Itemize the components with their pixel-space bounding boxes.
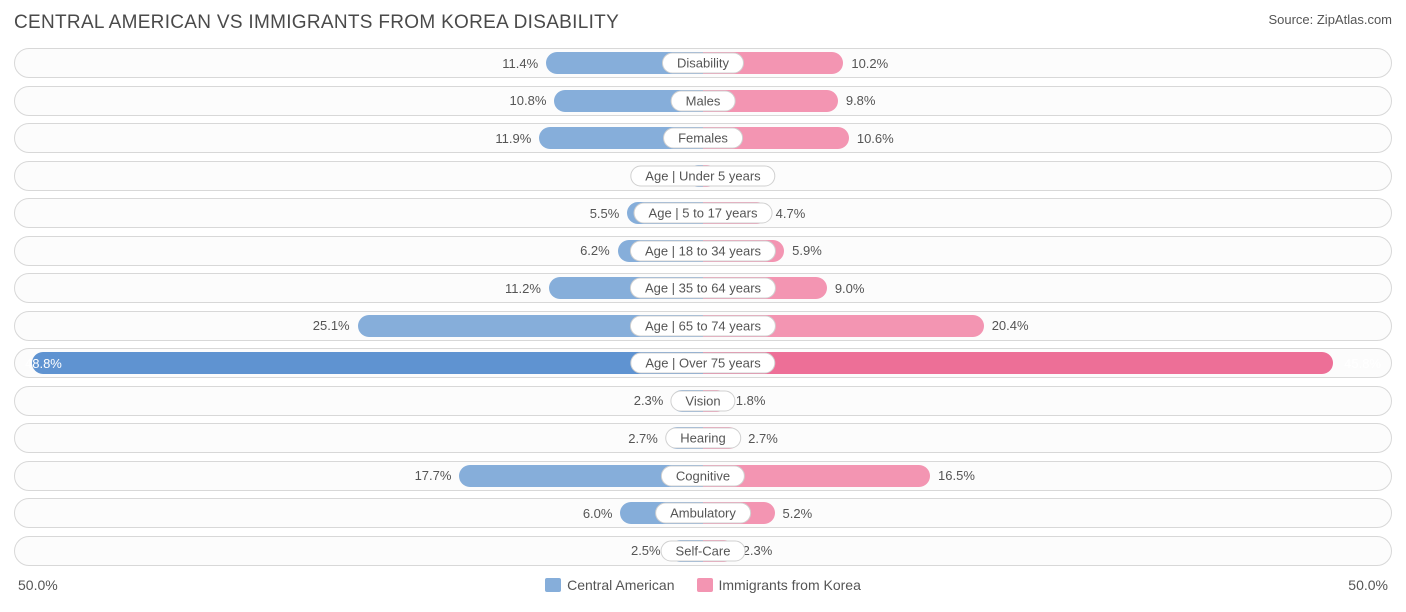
axis-left-max: 50.0% <box>18 577 58 593</box>
chart-row: 11.9% 10.6% Females <box>14 123 1392 153</box>
chart-row: 11.2% 9.0% Age | 35 to 64 years <box>14 273 1392 303</box>
chart-row: 10.8% 9.8% Males <box>14 86 1392 116</box>
value-right: 9.8% <box>846 93 876 108</box>
category-label: Age | Over 75 years <box>630 353 775 374</box>
legend-item-left: Central American <box>545 577 674 593</box>
category-label: Females <box>663 128 743 149</box>
category-label: Cognitive <box>661 465 745 486</box>
value-right: 20.4% <box>992 318 1029 333</box>
category-label: Ambulatory <box>655 503 751 524</box>
legend-label-right: Immigrants from Korea <box>719 577 861 593</box>
category-label: Hearing <box>665 428 741 449</box>
category-label: Vision <box>670 390 735 411</box>
category-label: Age | 65 to 74 years <box>630 315 776 336</box>
chart-row: 6.0% 5.2% Ambulatory <box>14 498 1392 528</box>
category-label: Age | 35 to 64 years <box>630 278 776 299</box>
chart-row: 5.5% 4.7%Age | 5 to 17 years <box>14 198 1392 228</box>
value-left: 6.2% <box>580 243 610 258</box>
category-label: Self-Care <box>661 540 746 561</box>
value-right: 2.7% <box>748 431 778 446</box>
value-right: 16.5% <box>938 468 975 483</box>
value-right: 4.7% <box>776 206 806 221</box>
bar-right <box>703 352 1333 374</box>
value-right: 9.0% <box>835 281 865 296</box>
value-left: 11.4% <box>502 56 538 71</box>
chart-row: 2.5% 2.3%Self-Care <box>14 536 1392 566</box>
value-right: 5.9% <box>792 243 822 258</box>
value-right: 45.8% <box>1344 356 1381 371</box>
chart-footer: 50.0% Central American Immigrants from K… <box>14 573 1392 597</box>
chart-row: 1.2%1.1%Age | Under 5 years <box>14 161 1392 191</box>
legend-swatch-right <box>697 578 713 592</box>
bar-left <box>32 352 703 374</box>
value-right: 5.2% <box>783 506 813 521</box>
value-right: 10.2% <box>851 56 888 71</box>
chart-row: 2.3% 1.8%Vision <box>14 386 1392 416</box>
category-label: Disability <box>662 53 744 74</box>
legend-item-right: Immigrants from Korea <box>697 577 861 593</box>
legend-label-left: Central American <box>567 577 674 593</box>
chart-row: 25.1% 20.4% Age | 65 to 74 years <box>14 311 1392 341</box>
value-left: 10.8% <box>510 93 547 108</box>
value-right: 1.8% <box>736 393 766 408</box>
category-label: Males <box>671 90 736 111</box>
diverging-bar-chart: 11.4%10.2%Disability10.8%9.8%Males11.9%1… <box>14 48 1392 566</box>
chart-header: CENTRAL AMERICAN VS IMMIGRANTS FROM KORE… <box>14 12 1392 34</box>
value-left: 6.0% <box>583 506 613 521</box>
value-left: 25.1% <box>313 318 350 333</box>
value-right: 10.6% <box>857 131 894 146</box>
axis-right-max: 50.0% <box>1348 577 1388 593</box>
value-left: 2.3% <box>634 393 664 408</box>
chart-row: 48.8% 45.8% Age | Over 75 years <box>14 348 1392 378</box>
chart-title: CENTRAL AMERICAN VS IMMIGRANTS FROM KORE… <box>14 12 619 34</box>
chart-row: 11.4% 10.2% Disability <box>14 48 1392 78</box>
value-left: 17.7% <box>415 468 452 483</box>
chart-row: 2.7% 2.7% Hearing <box>14 423 1392 453</box>
legend: Central American Immigrants from Korea <box>545 577 861 593</box>
value-left: 11.9% <box>495 131 531 146</box>
value-left: 48.8% <box>25 356 62 371</box>
category-label: Age | 18 to 34 years <box>630 240 776 261</box>
value-left: 11.2% <box>505 281 541 296</box>
legend-swatch-left <box>545 578 561 592</box>
category-label: Age | Under 5 years <box>630 165 775 186</box>
chart-row: 17.7% 16.5% Cognitive <box>14 461 1392 491</box>
value-left: 2.5% <box>631 543 661 558</box>
chart-row: 6.2% 5.9% Age | 18 to 34 years <box>14 236 1392 266</box>
category-label: Age | 5 to 17 years <box>634 203 773 224</box>
value-left: 2.7% <box>628 431 658 446</box>
source-attribution: Source: ZipAtlas.com <box>1268 12 1392 27</box>
value-right: 2.3% <box>743 543 773 558</box>
value-left: 5.5% <box>590 206 620 221</box>
